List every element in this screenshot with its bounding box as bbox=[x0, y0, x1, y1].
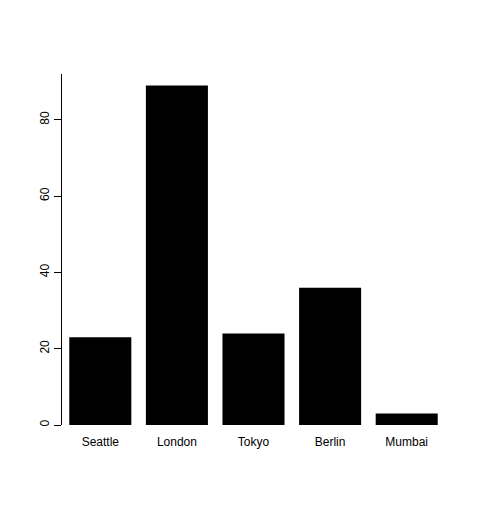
svg-text:Berlin: Berlin bbox=[315, 435, 346, 449]
svg-text:London: London bbox=[157, 435, 197, 449]
svg-text:20: 20 bbox=[38, 340, 52, 354]
svg-text:Tokyo: Tokyo bbox=[238, 435, 270, 449]
svg-text:Seattle: Seattle bbox=[82, 435, 120, 449]
svg-text:Mumbai: Mumbai bbox=[385, 435, 428, 449]
svg-text:40: 40 bbox=[38, 264, 52, 278]
svg-text:80: 80 bbox=[38, 111, 52, 125]
svg-text:60: 60 bbox=[38, 187, 52, 201]
svg-text:0: 0 bbox=[38, 420, 52, 427]
